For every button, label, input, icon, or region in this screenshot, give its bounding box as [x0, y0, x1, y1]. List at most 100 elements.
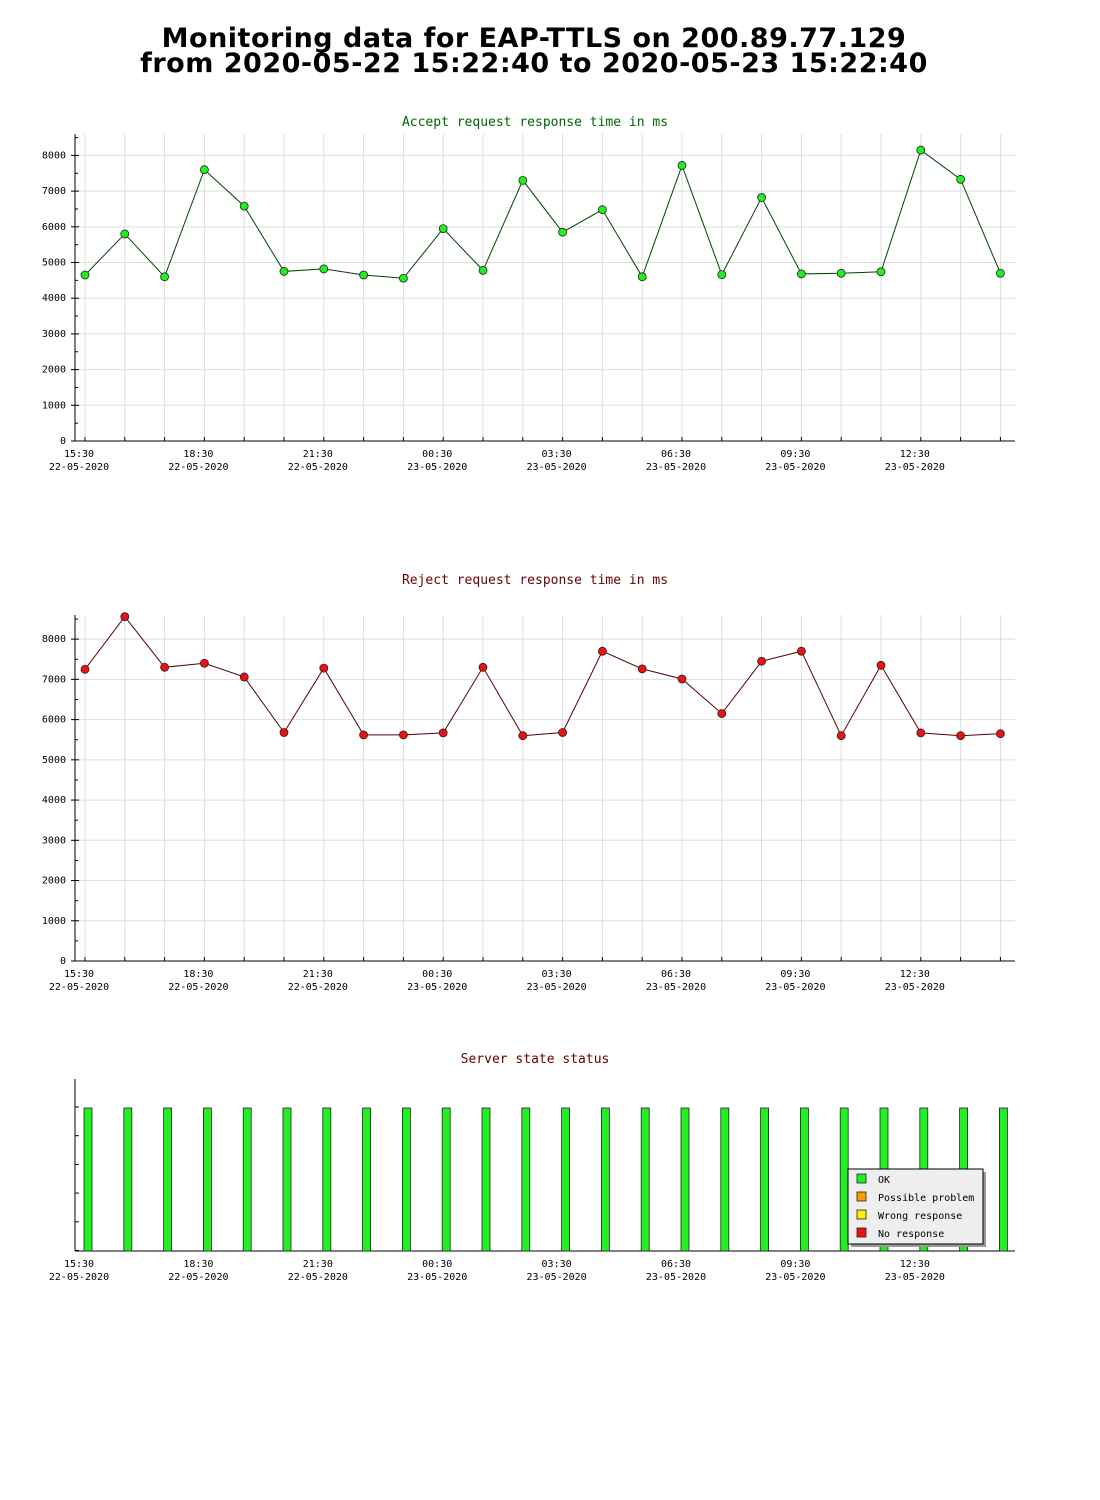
- reject-y-tick-label: 4000: [42, 795, 66, 806]
- reject-data-point: [956, 731, 965, 741]
- accept-data-point: [598, 205, 607, 215]
- legend-label: OK: [878, 1175, 890, 1186]
- reject-data-point: [478, 662, 488, 672]
- status-x-tick-label-date: 23-05-2020: [526, 1272, 586, 1283]
- accept-series-line: [84, 149, 1001, 279]
- reject-data-point: [359, 730, 369, 740]
- accept-x-tick-label-time: 06:30: [661, 449, 691, 460]
- accept-data-point: [996, 268, 1005, 278]
- accept-data-point: [80, 270, 90, 280]
- status-x-tick-label-date: 22-05-2020: [288, 1272, 348, 1283]
- accept-data-point: [956, 174, 965, 184]
- reject-data-point: [120, 612, 130, 622]
- accept-data-point: [677, 161, 687, 170]
- status-x-tick-label-date: 23-05-2020: [407, 1272, 467, 1283]
- accept-x-tick-label-time: 12:30: [900, 449, 930, 460]
- reject-x-tick-label-time: 03:30: [542, 969, 572, 980]
- reject-data-point: [279, 728, 289, 737]
- reject-x-tick-label-date: 23-05-2020: [646, 982, 706, 993]
- accept-data-point: [518, 176, 528, 185]
- status-bar: [640, 1107, 650, 1252]
- reject-x-tick-label-time: 21:30: [303, 969, 333, 980]
- accept-y-tick-label: 4000: [42, 293, 66, 304]
- status-x-tick-label-time: 00:30: [422, 1259, 452, 1270]
- status-bar: [999, 1107, 1008, 1252]
- reject-data-point: [996, 729, 1005, 739]
- reject-x-tick-label-date: 23-05-2020: [526, 982, 586, 993]
- reject-data-point: [717, 709, 727, 718]
- reject-data-point: [637, 664, 647, 674]
- accept-data-point: [797, 269, 806, 279]
- accept-data-point: [717, 270, 727, 280]
- reject-x-tick-label-date: 22-05-2020: [168, 982, 228, 993]
- accept-y-tick-label: 8000: [42, 150, 66, 161]
- accept-data-point: [239, 201, 249, 211]
- reject-x-tick-label-date: 22-05-2020: [288, 982, 348, 993]
- reject-data-point: [558, 728, 567, 737]
- reject-data-point: [598, 646, 607, 656]
- status-bar: [680, 1107, 690, 1252]
- reject-data-point: [80, 664, 90, 674]
- accept-data-point: [160, 272, 170, 282]
- accept-data-point: [438, 224, 448, 233]
- status-x-tick-label-time: 21:30: [303, 1259, 333, 1270]
- reject-data-point: [757, 656, 766, 666]
- reject-x-tick-label-time: 06:30: [661, 969, 691, 980]
- reject-y-tick-label: 2000: [42, 876, 66, 887]
- accept-data-point: [637, 272, 647, 282]
- accept-y-tick-label: 3000: [42, 329, 66, 340]
- legend-label: Wrong response: [878, 1211, 962, 1222]
- legend-label: No response: [878, 1229, 944, 1240]
- reject-y-tick-label: 0: [60, 956, 66, 967]
- status-bar: [242, 1107, 252, 1252]
- accept-data-point: [916, 145, 926, 155]
- accept-data-point: [359, 270, 369, 280]
- accept-y-tick-label: 5000: [42, 258, 66, 269]
- accept-x-tick-label-time: 15:30: [64, 449, 94, 460]
- accept-data-point: [199, 165, 209, 175]
- accept-y-tick-label: 2000: [42, 365, 66, 376]
- accept-data-point: [319, 264, 329, 274]
- status-x-tick-label-time: 15:30: [64, 1259, 94, 1270]
- page-title-line-2: from 2020-05-22 15:22:40 to 2020-05-23 1…: [140, 48, 928, 79]
- accept-y-tick-label: 6000: [42, 222, 66, 233]
- status-bar: [362, 1107, 372, 1252]
- status-x-tick-label-time: 09:30: [780, 1259, 810, 1270]
- reject-data-point: [438, 728, 448, 738]
- reject-data-point: [916, 728, 926, 738]
- accept-x-tick-label-date: 22-05-2020: [288, 462, 348, 473]
- status-x-tick-label-date: 22-05-2020: [168, 1272, 228, 1283]
- status-bar: [401, 1107, 411, 1252]
- status-bar: [561, 1107, 570, 1252]
- legend-swatch: [856, 1191, 867, 1202]
- reject-series-line: [84, 615, 1001, 737]
- reject-y-tick-label: 1000: [42, 916, 66, 927]
- reject-data-point: [319, 663, 329, 673]
- status-bar: [839, 1107, 849, 1252]
- accept-x-tick-label-date: 23-05-2020: [885, 462, 945, 473]
- status-chart-title: Server state status: [461, 1052, 610, 1067]
- accept-data-point: [478, 265, 488, 275]
- accept-data-point: [876, 267, 886, 277]
- status-x-tick-label-time: 03:30: [542, 1259, 572, 1270]
- accept-data-point: [757, 193, 766, 202]
- accept-y-tick-label: 7000: [42, 186, 66, 197]
- status-x-tick-label-date: 23-05-2020: [646, 1272, 706, 1283]
- accept-data-point: [398, 273, 408, 283]
- accept-y-tick-label: 1000: [42, 400, 66, 411]
- accept-data-point: [558, 227, 567, 237]
- legend-swatch: [856, 1173, 867, 1184]
- reject-x-tick-label-time: 09:30: [780, 969, 810, 980]
- status-bar: [800, 1107, 809, 1252]
- status-bar: [83, 1107, 93, 1252]
- reject-x-tick-label-time: 12:30: [900, 969, 930, 980]
- reject-x-tick-label-date: 22-05-2020: [49, 982, 109, 993]
- reject-x-tick-label-time: 18:30: [183, 969, 213, 980]
- status-bar: [601, 1107, 610, 1252]
- status-bar: [521, 1107, 531, 1252]
- reject-data-point: [239, 672, 249, 682]
- accept-y-tick-label: 0: [60, 436, 66, 447]
- reject-data-point: [797, 646, 806, 656]
- reject-y-tick-label: 5000: [42, 755, 66, 766]
